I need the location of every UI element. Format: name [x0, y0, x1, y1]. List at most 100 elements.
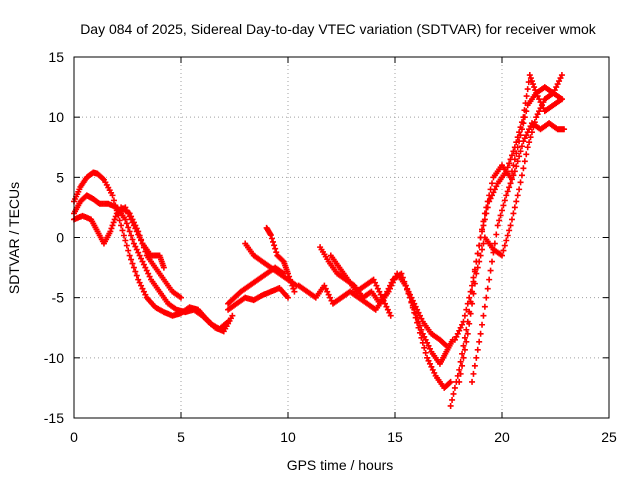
data-point [130, 264, 137, 271]
data-point [374, 285, 381, 292]
data-point [377, 291, 384, 298]
data-point [489, 192, 496, 199]
data-point [457, 370, 464, 377]
data-point [382, 300, 389, 307]
x-tick-label: 0 [70, 429, 78, 445]
data-point [110, 219, 117, 226]
data-point [126, 228, 133, 235]
y-tick-label: -10 [44, 350, 64, 366]
data-point [409, 297, 416, 304]
data-point [424, 339, 431, 346]
data-point [289, 282, 296, 289]
data-point [229, 312, 236, 319]
data-point [536, 108, 543, 115]
data-point [408, 294, 415, 301]
data-point [412, 303, 419, 310]
data-point [536, 96, 543, 103]
data-point [449, 396, 456, 403]
data-point [133, 272, 140, 279]
data-point [412, 310, 419, 317]
y-tick-label: 15 [48, 49, 64, 65]
data-point [524, 86, 531, 93]
data-point [490, 249, 497, 256]
data-point [521, 158, 528, 165]
data-point [424, 354, 431, 361]
data-point [291, 288, 298, 295]
data-point [461, 346, 468, 353]
data-point [122, 237, 129, 244]
data-point [111, 216, 118, 223]
data-point [418, 315, 425, 322]
data-point [523, 151, 530, 158]
data-point [418, 326, 425, 333]
data-point [503, 237, 510, 244]
data-point [123, 242, 130, 249]
data-point [520, 138, 527, 145]
data-point [132, 243, 139, 250]
data-point [479, 246, 486, 253]
data-point [499, 252, 505, 259]
data-point [130, 219, 137, 226]
data-point [514, 158, 521, 165]
data-point [551, 87, 558, 94]
data-point [140, 244, 147, 251]
data-point [411, 300, 418, 307]
data-point [129, 236, 136, 243]
data-point [554, 81, 561, 88]
data-point [533, 90, 540, 97]
data-point [508, 216, 515, 223]
data-point [499, 207, 505, 214]
data-point [422, 336, 429, 343]
data-point [419, 330, 426, 337]
data-point [414, 306, 421, 313]
data-point [504, 164, 511, 171]
data-point [490, 189, 497, 196]
data-point [476, 338, 483, 345]
data-point [428, 363, 435, 370]
y-tick-label: 10 [48, 109, 64, 125]
data-point [370, 276, 377, 283]
data-point [500, 247, 507, 254]
data-point [325, 291, 332, 298]
data-point [456, 378, 463, 385]
data-point [460, 318, 467, 325]
data-point [463, 326, 470, 333]
data-point [110, 197, 117, 204]
y-tick-label: 0 [56, 230, 64, 246]
data-point [480, 312, 487, 319]
data-point [521, 135, 528, 142]
data-point [426, 360, 433, 367]
data-point [132, 268, 139, 275]
data-point [145, 270, 152, 277]
data-point [516, 129, 523, 136]
data-point [108, 225, 115, 232]
data-point [139, 240, 146, 247]
data-point [135, 228, 142, 235]
data-point [514, 192, 521, 199]
data-point [456, 327, 463, 334]
data-point [500, 202, 507, 209]
data-point [534, 93, 541, 100]
data-point [270, 238, 277, 245]
data-point [481, 216, 488, 223]
data-point [442, 341, 449, 348]
data-point [453, 333, 460, 340]
data-point [522, 100, 529, 107]
data-point [418, 334, 425, 341]
data-point [459, 362, 466, 369]
data-point [521, 107, 528, 114]
data-point [474, 346, 481, 353]
data-point [119, 227, 126, 234]
data-point [286, 273, 293, 280]
data-point [508, 152, 515, 159]
data-point [136, 279, 143, 286]
data-point [494, 222, 501, 229]
x-tick-label: 5 [177, 429, 185, 445]
data-point [526, 139, 533, 146]
data-point [558, 96, 565, 103]
data-point [527, 75, 534, 82]
data-point [513, 139, 520, 146]
data-point [267, 232, 274, 239]
data-point [489, 258, 496, 265]
data-point [422, 349, 429, 356]
